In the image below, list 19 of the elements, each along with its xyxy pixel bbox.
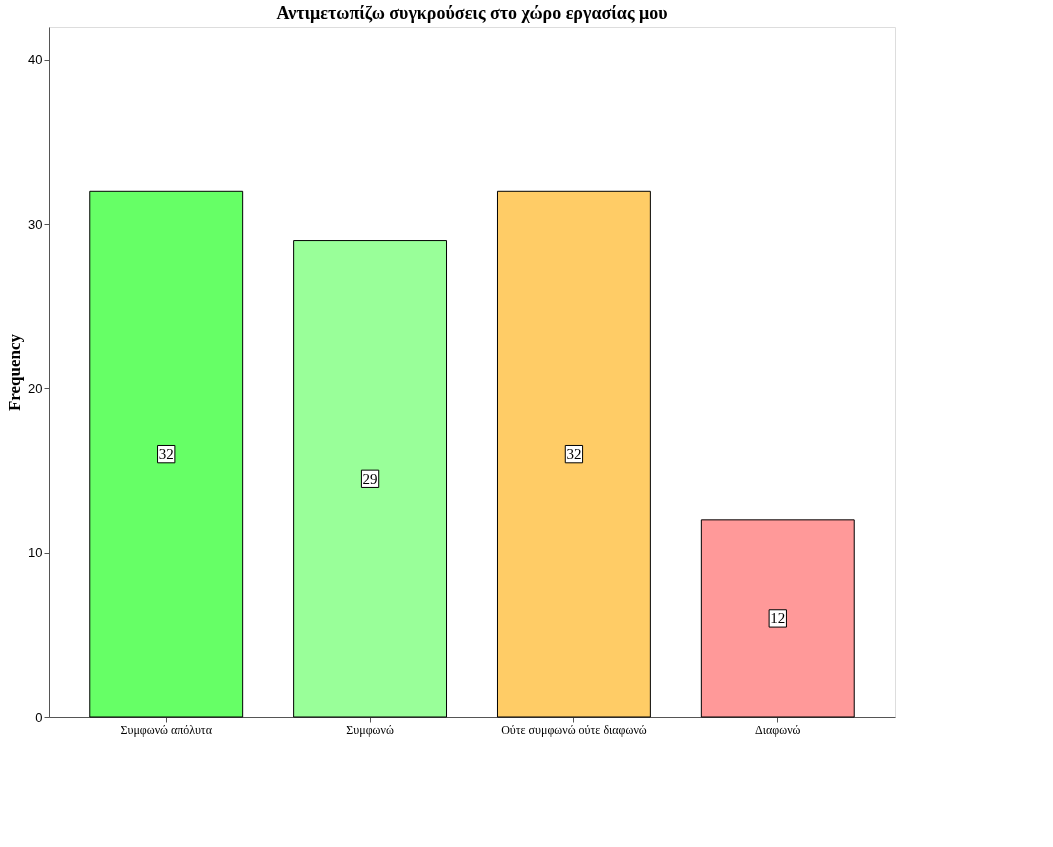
y-axis-title: Frequency bbox=[5, 333, 25, 412]
data-label: 29 bbox=[362, 470, 378, 487]
data-label: 32 bbox=[158, 446, 174, 463]
y-tick-label: 30 bbox=[28, 216, 43, 232]
y-tick-label: 20 bbox=[28, 380, 43, 396]
y-tick-label: 0 bbox=[35, 709, 43, 725]
data-label: 32 bbox=[566, 446, 582, 463]
bar bbox=[89, 190, 244, 718]
x-tick-label: Ούτε συμφωνώ ούτε διαφωνώ bbox=[501, 722, 647, 737]
bar bbox=[700, 519, 855, 718]
bar bbox=[496, 190, 651, 718]
x-tick-label: Συμφωνώ απόλυτα bbox=[120, 722, 213, 737]
chart-title: Αντιμετωπίζω συγκρούσεις στο χώρο εργασίας μου bbox=[276, 3, 668, 23]
x-tick-label: Διαφωνώ bbox=[755, 722, 801, 737]
bar bbox=[293, 240, 448, 718]
y-tick-label: 40 bbox=[28, 52, 43, 68]
x-tick-label: Συμφωνώ bbox=[346, 722, 394, 737]
data-label: 12 bbox=[770, 610, 786, 627]
y-tick-label: 10 bbox=[28, 545, 43, 561]
